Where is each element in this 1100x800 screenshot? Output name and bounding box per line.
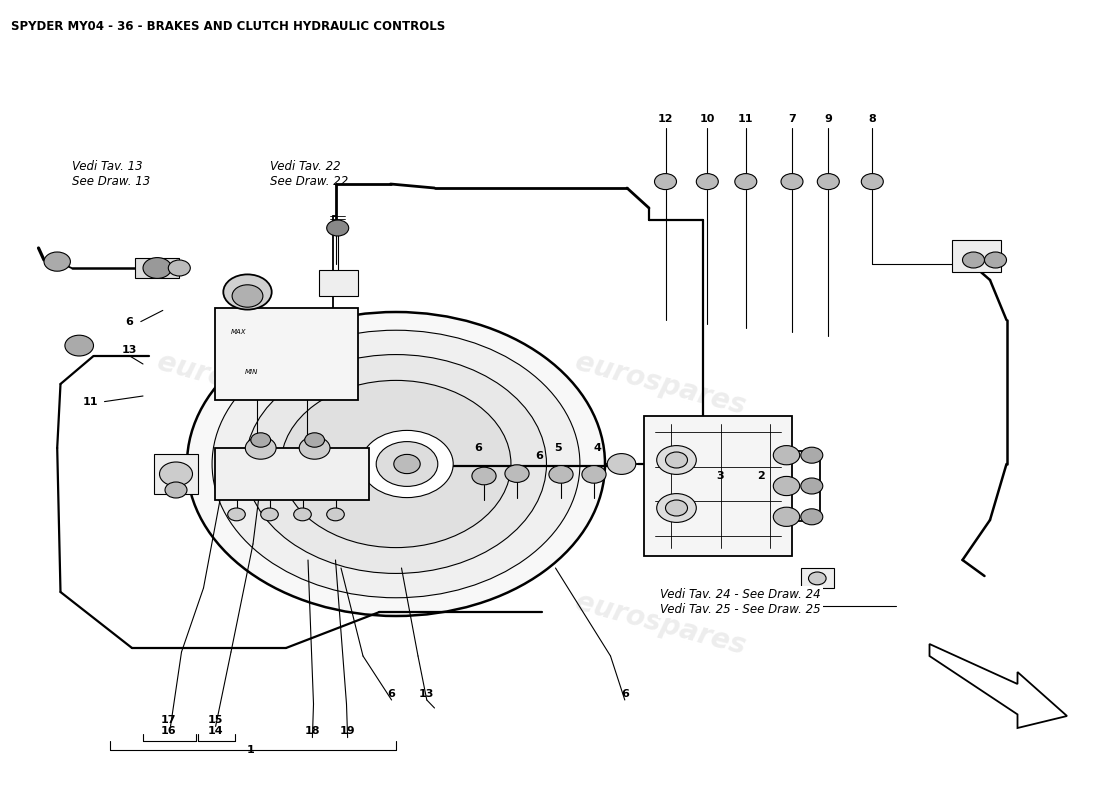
Circle shape bbox=[657, 446, 696, 474]
Circle shape bbox=[223, 274, 272, 310]
Text: 6: 6 bbox=[620, 689, 629, 698]
Text: 6: 6 bbox=[474, 443, 483, 453]
Bar bbox=[952, 240, 1001, 272]
Circle shape bbox=[245, 354, 547, 574]
Circle shape bbox=[168, 260, 190, 276]
Text: 16: 16 bbox=[161, 726, 176, 736]
Circle shape bbox=[261, 508, 278, 521]
Text: Vedi Tav. 22
See Draw. 22: Vedi Tav. 22 See Draw. 22 bbox=[270, 160, 348, 188]
Text: Vedi Tav. 13
See Draw. 13: Vedi Tav. 13 See Draw. 13 bbox=[72, 160, 150, 188]
Circle shape bbox=[299, 437, 330, 459]
Text: 17: 17 bbox=[161, 715, 176, 725]
Polygon shape bbox=[930, 644, 1067, 728]
Circle shape bbox=[984, 252, 1006, 268]
Circle shape bbox=[294, 508, 311, 521]
Circle shape bbox=[781, 174, 803, 190]
Text: 5: 5 bbox=[554, 443, 561, 453]
Circle shape bbox=[773, 446, 800, 465]
Circle shape bbox=[654, 174, 676, 190]
Bar bbox=[135, 258, 179, 278]
Circle shape bbox=[549, 466, 573, 483]
Text: MIN: MIN bbox=[245, 370, 258, 375]
Circle shape bbox=[962, 252, 984, 268]
Text: 13: 13 bbox=[122, 346, 138, 355]
Circle shape bbox=[801, 478, 823, 494]
Text: 11: 11 bbox=[82, 397, 98, 406]
Circle shape bbox=[165, 482, 187, 498]
Circle shape bbox=[808, 572, 826, 585]
Text: 14: 14 bbox=[208, 726, 223, 736]
Text: 9: 9 bbox=[824, 114, 833, 124]
Text: 18: 18 bbox=[305, 726, 320, 736]
Circle shape bbox=[143, 258, 172, 278]
Circle shape bbox=[327, 220, 349, 236]
Text: 10: 10 bbox=[700, 114, 715, 124]
Circle shape bbox=[505, 465, 529, 482]
Circle shape bbox=[305, 433, 324, 447]
Text: 1: 1 bbox=[246, 745, 255, 754]
Text: 4: 4 bbox=[593, 443, 602, 453]
Circle shape bbox=[666, 452, 688, 468]
Circle shape bbox=[801, 509, 823, 525]
Bar bbox=[214, 308, 358, 400]
Circle shape bbox=[44, 252, 70, 271]
Circle shape bbox=[472, 467, 496, 485]
Text: 8: 8 bbox=[868, 114, 877, 124]
Circle shape bbox=[361, 430, 453, 498]
Bar bbox=[214, 448, 368, 500]
Text: MAX: MAX bbox=[231, 329, 246, 334]
Text: 6: 6 bbox=[387, 689, 396, 698]
Circle shape bbox=[394, 454, 420, 474]
Circle shape bbox=[212, 330, 580, 598]
Circle shape bbox=[773, 477, 800, 496]
Circle shape bbox=[582, 466, 606, 483]
Circle shape bbox=[735, 174, 757, 190]
Circle shape bbox=[817, 174, 839, 190]
Circle shape bbox=[160, 462, 192, 486]
Circle shape bbox=[666, 500, 688, 516]
Circle shape bbox=[696, 174, 718, 190]
Circle shape bbox=[228, 508, 245, 521]
Circle shape bbox=[657, 494, 696, 522]
Text: 12: 12 bbox=[658, 114, 673, 124]
Circle shape bbox=[232, 285, 263, 307]
Bar bbox=[644, 416, 792, 556]
Text: 6: 6 bbox=[124, 317, 133, 326]
Bar bbox=[154, 454, 198, 494]
Text: SPYDER MY04 - 36 - BRAKES AND CLUTCH HYDRAULIC CONTROLS: SPYDER MY04 - 36 - BRAKES AND CLUTCH HYD… bbox=[11, 20, 446, 33]
Text: 3: 3 bbox=[717, 471, 724, 481]
Text: 7: 7 bbox=[788, 114, 796, 124]
Text: eurospares: eurospares bbox=[572, 588, 748, 660]
Circle shape bbox=[801, 447, 823, 463]
Circle shape bbox=[280, 380, 510, 547]
Text: eurospares: eurospares bbox=[154, 348, 330, 420]
Circle shape bbox=[607, 454, 636, 474]
Circle shape bbox=[251, 433, 271, 447]
Text: Vedi Tav. 24 - See Draw. 24
Vedi Tav. 25 - See Draw. 25: Vedi Tav. 24 - See Draw. 24 Vedi Tav. 25… bbox=[660, 588, 821, 616]
Circle shape bbox=[861, 174, 883, 190]
Text: 2: 2 bbox=[757, 471, 766, 481]
Text: 11: 11 bbox=[738, 114, 754, 124]
Bar bbox=[319, 270, 358, 296]
Text: 19: 19 bbox=[340, 726, 355, 736]
Text: eurospares: eurospares bbox=[572, 348, 748, 420]
Text: 15: 15 bbox=[208, 715, 223, 725]
Circle shape bbox=[65, 335, 94, 356]
Circle shape bbox=[187, 312, 605, 616]
Text: 6: 6 bbox=[535, 451, 543, 461]
Circle shape bbox=[773, 507, 800, 526]
Circle shape bbox=[327, 508, 344, 521]
Circle shape bbox=[245, 437, 276, 459]
Circle shape bbox=[376, 442, 438, 486]
Text: 13: 13 bbox=[419, 689, 435, 698]
Bar bbox=[801, 568, 834, 588]
